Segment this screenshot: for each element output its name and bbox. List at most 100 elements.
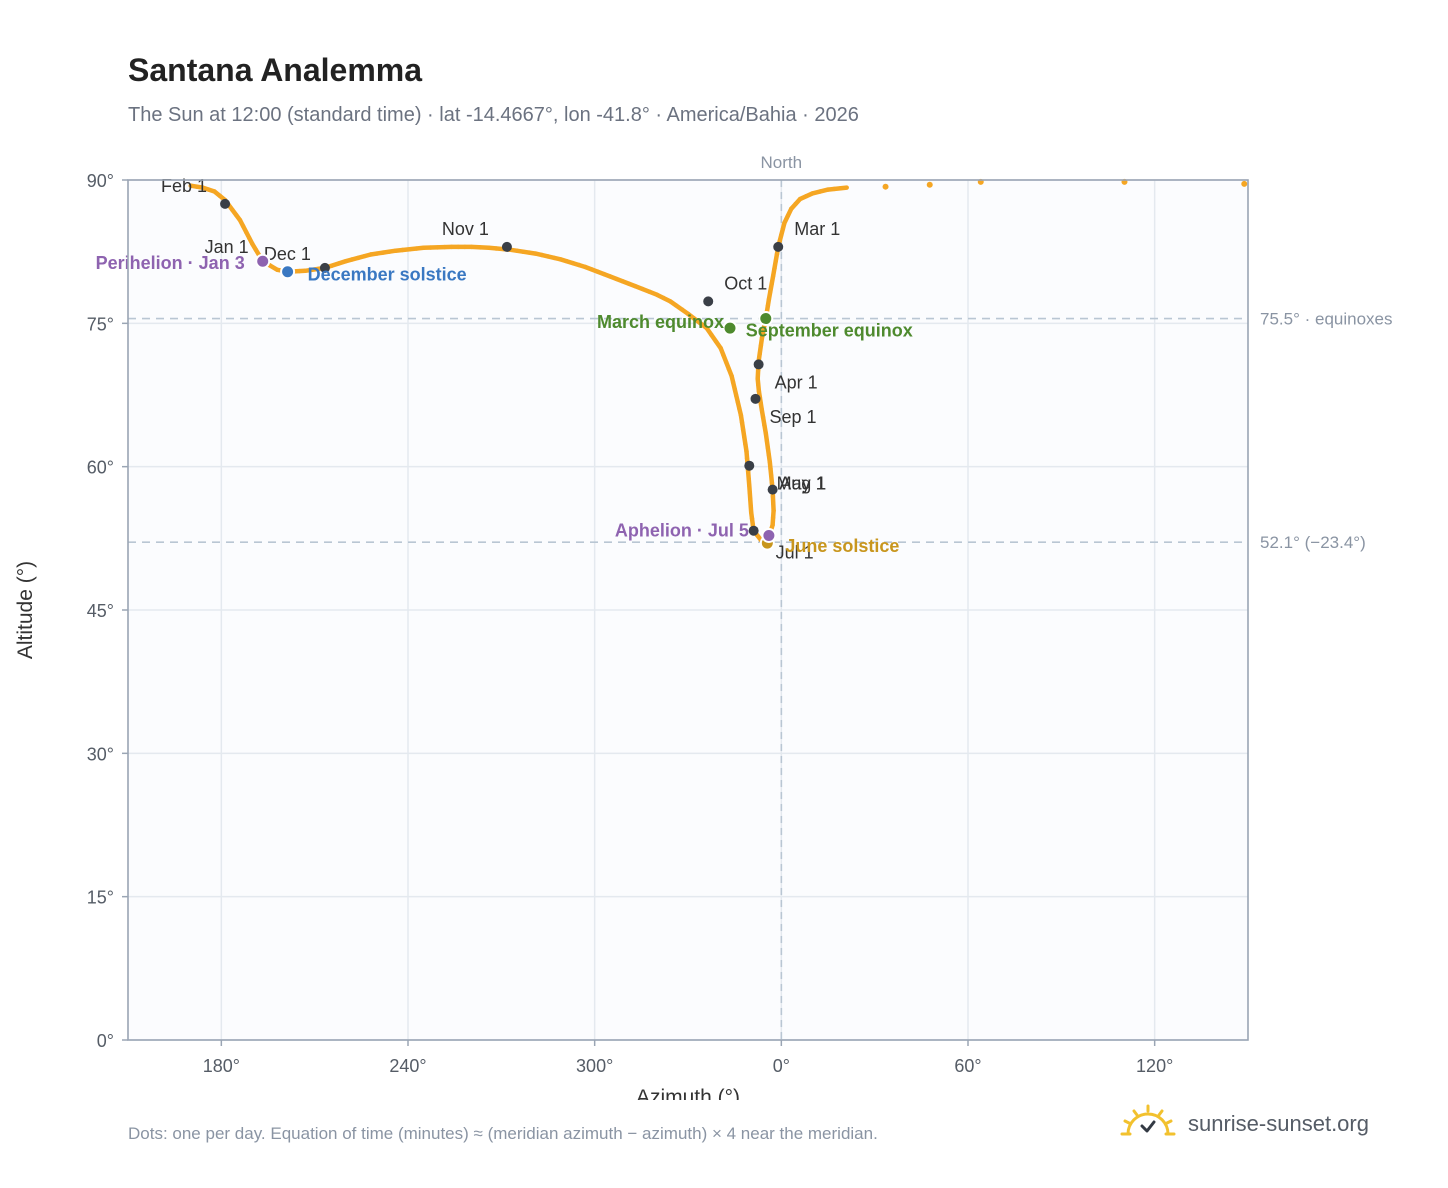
daily-dot (735, 399, 740, 405)
daily-dot (769, 480, 775, 485)
daily-dot (387, 249, 392, 254)
month-marker-label: Jan 1 (205, 237, 249, 257)
daily-dot (329, 263, 335, 268)
y-tick-label: 75° (87, 314, 114, 334)
y-tick-label: 30° (87, 744, 114, 764)
daily-dot (493, 246, 499, 251)
month-marker-label: Aug 1 (779, 474, 826, 494)
y-tick-label: 45° (87, 601, 114, 621)
daily-dot (469, 244, 474, 250)
daily-dot (679, 307, 685, 312)
y-axis-label: Altitude (°) (14, 561, 37, 659)
sun-logo-icon (1120, 1104, 1176, 1136)
daily-dot (738, 412, 744, 418)
daily-dot (774, 251, 780, 257)
x-tick-label: 300° (576, 1056, 613, 1076)
daily-dot (309, 267, 315, 272)
daily-dot (400, 247, 405, 253)
daily-dot (746, 476, 751, 482)
footnote: Dots: one per day. Equation of time (min… (128, 1124, 878, 1143)
event-marker (761, 527, 777, 543)
daily-dot (748, 503, 753, 508)
month-marker-label: Dec 1 (264, 244, 311, 264)
daily-dot (349, 257, 355, 262)
month-marker (767, 484, 778, 495)
daily-dot (756, 382, 761, 388)
north-label: North (761, 153, 803, 172)
daily-dot (234, 212, 239, 218)
month-marker-label: Apr 1 (775, 372, 818, 392)
daily-dot (462, 244, 467, 250)
daily-dot (793, 201, 798, 207)
daily-dot (757, 351, 762, 356)
month-marker-label: Oct 1 (724, 273, 767, 293)
daily-dot (303, 268, 308, 273)
daily-dot (414, 246, 419, 251)
daily-dot (250, 241, 255, 247)
daily-dot (583, 264, 588, 270)
analemma-chart: 75.5° · equinoxes 52.1° (−23.4°) North Ja… (14, 153, 1393, 1100)
daily-dot (768, 289, 773, 294)
daily-dot (747, 483, 752, 488)
daily-dot (614, 276, 619, 282)
daily-dot (217, 193, 222, 198)
month-marker (501, 241, 512, 252)
analemma-curve (188, 178, 1248, 543)
daily-dot (766, 452, 771, 457)
daily-dot (810, 191, 815, 196)
daily-dot (718, 346, 723, 351)
reference-lines: 75.5° · equinoxes 52.1° (−23.4°) (128, 310, 1393, 552)
daily-dot (766, 297, 772, 302)
daily-dot (527, 250, 532, 255)
daily-dot (785, 213, 791, 218)
daily-dot (771, 273, 776, 278)
daily-dot (435, 245, 440, 250)
daily-dot (188, 183, 193, 188)
daily-dot (632, 283, 638, 289)
daily-dot (749, 516, 755, 521)
daily-dot (765, 445, 770, 450)
month-marker (744, 460, 755, 471)
daily-dot (514, 248, 520, 253)
daily-dot (746, 469, 751, 475)
month-marker-label: Nov 1 (442, 219, 489, 239)
daily-dot (926, 181, 933, 188)
month-marker-label: Sep 1 (770, 407, 817, 427)
daily-dot (749, 510, 754, 515)
daily-dot (769, 281, 774, 286)
daily-dot (730, 380, 736, 385)
daily-dot (486, 245, 492, 250)
brand-text[interactable]: sunrise-sunset.org (1188, 1111, 1369, 1136)
event-marker (722, 320, 738, 336)
daily-dot (762, 423, 767, 428)
event-marker (255, 253, 271, 269)
month-marker-label: Feb 1 (161, 176, 207, 196)
month-markers: Jan 1 Feb 1 Mar 1 Apr 1 May 1 Jul 1 Aug 1 Sep 1… (161, 176, 840, 563)
daily-dot (576, 262, 582, 268)
daily-dot (520, 249, 526, 254)
daily-dot (533, 251, 538, 256)
daily-dot (770, 515, 776, 520)
daily-dot (692, 316, 697, 321)
daily-dot (368, 252, 373, 257)
daily-dot (237, 217, 243, 223)
daily-dot (729, 373, 734, 379)
daily-dot (734, 393, 739, 398)
daily-dot (780, 226, 786, 232)
x-tick-label: 120° (1136, 1056, 1173, 1076)
daily-dot (654, 292, 660, 297)
daily-dot (755, 376, 760, 381)
daily-dot (771, 501, 776, 506)
x-tick-label: 180° (203, 1056, 240, 1076)
daily-dot (275, 267, 280, 272)
daily-dot (748, 497, 753, 502)
daily-dot (552, 255, 557, 261)
daily-dot (206, 187, 211, 192)
brand[interactable]: sunrise-sunset.org (1120, 1104, 1369, 1144)
daily-dot (564, 259, 569, 264)
daily-dot (336, 261, 341, 266)
daily-dot (726, 366, 731, 372)
daily-dot (763, 431, 768, 436)
daily-dot (247, 235, 252, 241)
daily-dot (449, 244, 454, 250)
